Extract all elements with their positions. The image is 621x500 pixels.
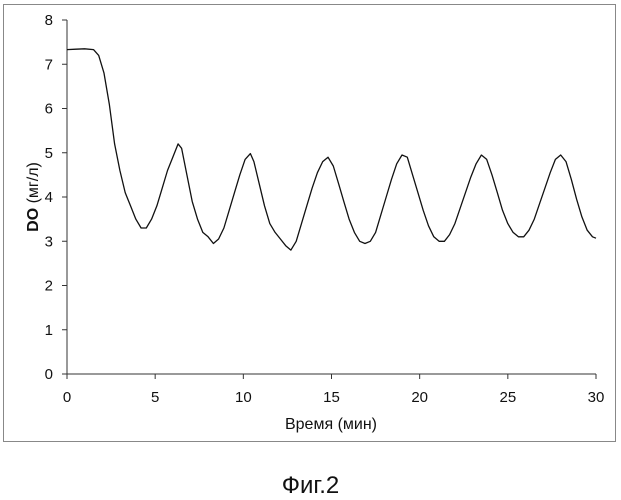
y-tick-label: 8 bbox=[45, 12, 53, 29]
y-tick-label: 5 bbox=[45, 145, 53, 162]
y-tick-label: 4 bbox=[45, 189, 53, 206]
axes bbox=[67, 20, 596, 374]
x-tick-label: 15 bbox=[323, 389, 340, 406]
y-axis-title-bold: DO bbox=[25, 208, 42, 232]
y-tick-label: 1 bbox=[45, 322, 53, 339]
y-axis-ticks: 0 1 2 3 4 5 6 7 8 bbox=[45, 12, 67, 383]
y-tick-label: 3 bbox=[45, 233, 53, 250]
figure-caption: Фиг.2 bbox=[0, 472, 621, 500]
x-tick-label: 25 bbox=[499, 389, 516, 406]
series-group bbox=[67, 49, 596, 250]
x-tick-label: 0 bbox=[63, 389, 71, 406]
x-tick-label: 20 bbox=[411, 389, 428, 406]
y-axis-title: DO (мг/л) bbox=[25, 162, 42, 232]
y-tick-label: 7 bbox=[45, 56, 53, 73]
y-tick-label: 2 bbox=[45, 278, 53, 295]
y-tick-label: 6 bbox=[45, 101, 53, 118]
x-tick-label: 5 bbox=[151, 389, 159, 406]
series-line-0 bbox=[67, 49, 596, 250]
x-axis-title: Время (мин) bbox=[285, 416, 377, 433]
do-time-chart: 0 1 2 3 4 5 6 7 8 0 5 10 15 20 25 30 Время (мин) DO (м… bbox=[0, 0, 621, 450]
y-axis-title-unit: (мг/л) bbox=[25, 162, 42, 208]
y-tick-label: 0 bbox=[45, 366, 53, 383]
x-tick-label: 10 bbox=[235, 389, 252, 406]
x-axis-ticks: 0 5 10 15 20 25 30 bbox=[63, 374, 605, 406]
x-tick-label: 30 bbox=[588, 389, 605, 406]
